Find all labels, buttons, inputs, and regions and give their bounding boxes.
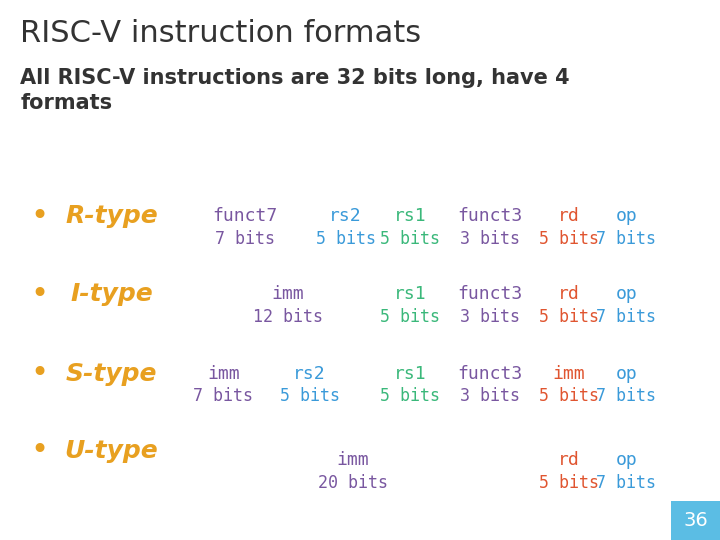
Text: funct3: funct3: [457, 207, 522, 225]
Text: imm: imm: [207, 364, 240, 383]
Text: All RISC-V instructions are 32 bits long, have 4: All RISC-V instructions are 32 bits long…: [20, 68, 570, 87]
Text: S-type: S-type: [66, 362, 158, 386]
Text: 7 bits: 7 bits: [193, 387, 253, 406]
Text: op: op: [616, 207, 637, 225]
Text: •: •: [30, 201, 49, 231]
Text: rs1: rs1: [394, 364, 427, 383]
Text: rd: rd: [558, 285, 580, 303]
Text: 20 bits: 20 bits: [318, 474, 388, 492]
Text: 36: 36: [683, 511, 708, 530]
Text: 12 bits: 12 bits: [253, 308, 323, 326]
Text: 3 bits: 3 bits: [459, 387, 520, 406]
Text: imm: imm: [271, 285, 305, 303]
Text: imm: imm: [552, 364, 585, 383]
Text: R-type: R-type: [66, 204, 158, 228]
Text: rs2: rs2: [329, 207, 362, 225]
Text: 5 bits: 5 bits: [539, 308, 599, 326]
Text: 7 bits: 7 bits: [596, 230, 657, 248]
Text: rd: rd: [558, 451, 580, 469]
FancyBboxPatch shape: [671, 501, 720, 540]
Text: 7 bits: 7 bits: [596, 308, 657, 326]
Text: 5 bits: 5 bits: [539, 474, 599, 492]
Text: 5 bits: 5 bits: [315, 230, 376, 248]
Text: funct3: funct3: [457, 364, 522, 383]
Text: •: •: [30, 436, 49, 465]
Text: RISC-V instruction formats: RISC-V instruction formats: [20, 19, 421, 48]
Text: rd: rd: [558, 207, 580, 225]
Text: 7 bits: 7 bits: [215, 230, 275, 248]
Text: rs1: rs1: [394, 285, 427, 303]
Text: rs2: rs2: [293, 364, 326, 383]
Text: op: op: [616, 364, 637, 383]
Text: 3 bits: 3 bits: [459, 308, 520, 326]
Text: funct7: funct7: [212, 207, 277, 225]
Text: 5 bits: 5 bits: [380, 230, 441, 248]
Text: op: op: [616, 285, 637, 303]
Text: 5 bits: 5 bits: [380, 387, 441, 406]
Text: 5 bits: 5 bits: [539, 230, 599, 248]
Text: 5 bits: 5 bits: [539, 387, 599, 406]
Text: imm: imm: [336, 451, 369, 469]
Text: formats: formats: [20, 93, 112, 113]
Text: 5 bits: 5 bits: [279, 387, 340, 406]
Text: U-type: U-type: [65, 439, 158, 463]
Text: •: •: [30, 280, 49, 309]
Text: 7 bits: 7 bits: [596, 474, 657, 492]
Text: op: op: [616, 451, 637, 469]
Text: •: •: [30, 359, 49, 388]
Text: rs1: rs1: [394, 207, 427, 225]
Text: 5 bits: 5 bits: [380, 308, 441, 326]
Text: funct3: funct3: [457, 285, 522, 303]
Text: I-type: I-type: [71, 282, 153, 306]
Text: 3 bits: 3 bits: [459, 230, 520, 248]
Text: 7 bits: 7 bits: [596, 387, 657, 406]
